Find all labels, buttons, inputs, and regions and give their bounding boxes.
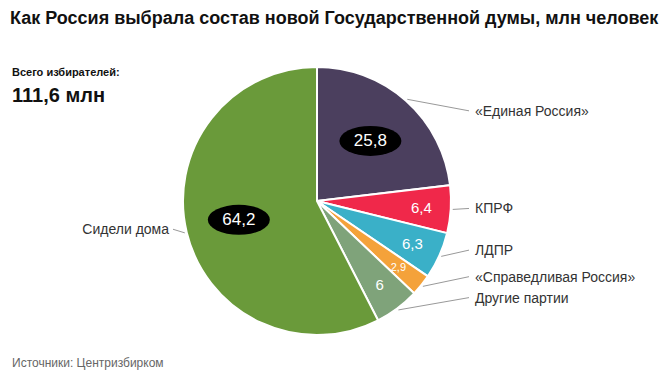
svg-text:Другие партии: Другие партии (475, 290, 569, 306)
svg-text:2,9: 2,9 (391, 261, 406, 273)
svg-text:6,3: 6,3 (402, 235, 423, 252)
svg-text:6,4: 6,4 (411, 199, 432, 216)
svg-text:25,8: 25,8 (354, 131, 387, 150)
svg-text:«Справедливая Россия»: «Справедливая Россия» (475, 269, 635, 285)
html-text:Всего избирателей:: Всего избирателей: (12, 66, 120, 78)
svg-text:«Единая Россия»: «Единая Россия» (475, 103, 589, 119)
html-text:Как Россия выбрала состав ново: Как Россия выбрала состав новой Государс… (10, 8, 659, 28)
html-text:111,6 млн: 111,6 млн (12, 84, 105, 106)
svg-text:64,2: 64,2 (222, 210, 255, 229)
svg-text:6: 6 (375, 276, 383, 293)
svg-text:КПРФ: КПРФ (475, 200, 513, 216)
html-text:Источники: Центризбирком: Источники: Центризбирком (12, 356, 164, 370)
svg-text:Сидели дома: Сидели дома (82, 221, 169, 237)
svg-text:ЛДПР: ЛДПР (475, 242, 513, 258)
